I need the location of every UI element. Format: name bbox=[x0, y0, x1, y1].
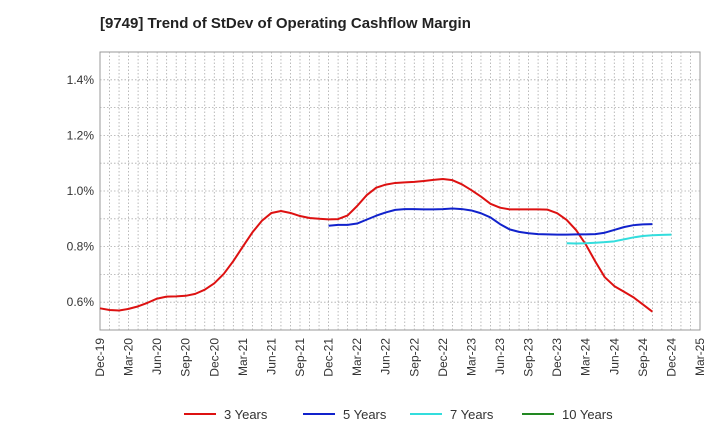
x-tick-label: Dec-21 bbox=[322, 338, 336, 377]
y-tick-label: 1.2% bbox=[67, 128, 95, 142]
series-line-5-years bbox=[328, 207, 653, 236]
legend: 3 Years 5 Years 7 Years 10 Years bbox=[184, 407, 613, 422]
x-tick-label: Sep-20 bbox=[179, 338, 193, 377]
x-tick-label: Dec-19 bbox=[93, 338, 107, 377]
x-tick-label: Jun-21 bbox=[264, 338, 278, 375]
x-tick-label: Jun-22 bbox=[379, 338, 393, 375]
y-tick-label: 0.8% bbox=[67, 240, 95, 254]
plot-area bbox=[99, 51, 701, 331]
plot-frame bbox=[99, 51, 701, 331]
x-tick-label: Sep-22 bbox=[407, 338, 421, 377]
x-tick-label: Dec-23 bbox=[550, 338, 564, 377]
x-tick-label: Sep-24 bbox=[636, 338, 650, 377]
x-tick-label: Mar-25 bbox=[693, 338, 707, 376]
x-tick-label: Dec-24 bbox=[664, 338, 678, 377]
series-line-7-years bbox=[566, 233, 672, 245]
y-tick-label: 0.6% bbox=[67, 295, 95, 309]
legend-label: 10 Years bbox=[562, 407, 613, 422]
x-tick-label: Jun-20 bbox=[150, 338, 164, 375]
x-tick-label: Mar-22 bbox=[350, 338, 364, 376]
x-tick-label: Jun-24 bbox=[607, 338, 621, 375]
legend-label: 7 Years bbox=[450, 407, 494, 422]
x-tick-label: Dec-22 bbox=[436, 338, 450, 377]
x-tick-label: Mar-21 bbox=[236, 338, 250, 376]
x-tick-label: Mar-24 bbox=[579, 338, 593, 376]
legend-label: 3 Years bbox=[224, 407, 268, 422]
x-tick-label: Sep-23 bbox=[522, 338, 536, 377]
y-tick-label: 1.4% bbox=[67, 73, 95, 87]
x-axis-ticks: Dec-19 Mar-20 Jun-20 Sep-20 Dec-20 Mar-21 Jun-… bbox=[93, 338, 707, 377]
grid-lines bbox=[100, 52, 700, 330]
legend-label: 5 Years bbox=[343, 407, 387, 422]
series-line-3-years bbox=[99, 178, 653, 313]
x-tick-label: Mar-20 bbox=[122, 338, 136, 376]
series-lines bbox=[99, 178, 672, 313]
x-tick-label: Jun-23 bbox=[493, 338, 507, 375]
y-tick-label: 1.0% bbox=[67, 184, 95, 198]
x-tick-label: Mar-23 bbox=[464, 338, 478, 376]
x-tick-label: Dec-20 bbox=[207, 338, 221, 377]
chart-title: [9749] Trend of StDev of Operating Cashf… bbox=[100, 15, 471, 32]
x-tick-label: Sep-21 bbox=[293, 338, 307, 377]
y-axis-ticks: 0.6% 0.8% 1.0% 1.2% 1.4% bbox=[67, 73, 95, 309]
